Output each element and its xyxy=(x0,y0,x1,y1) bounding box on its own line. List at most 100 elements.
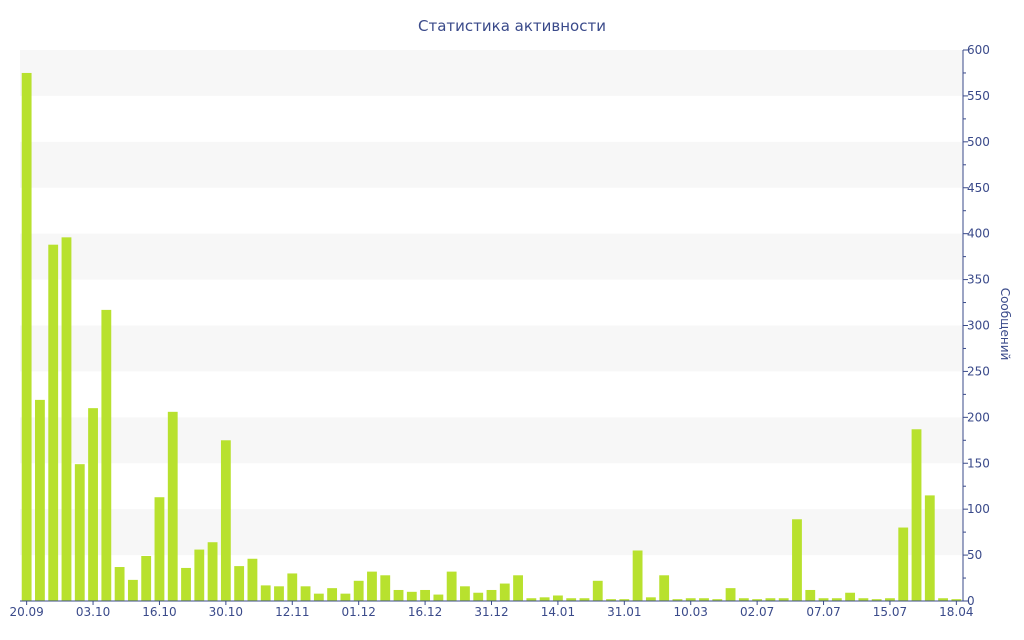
x-tick-label: 14.01 xyxy=(541,605,575,619)
bar xyxy=(672,599,683,601)
x-tick-label: 01.12 xyxy=(342,605,376,619)
bar xyxy=(539,597,550,601)
bar xyxy=(446,571,457,601)
bar xyxy=(778,598,789,601)
bar xyxy=(220,440,231,601)
grid-band xyxy=(20,417,963,464)
bar xyxy=(181,567,191,601)
y-tick-label: 100 xyxy=(967,502,990,516)
bar xyxy=(938,598,948,601)
bar xyxy=(247,558,258,601)
y-tick-label: 350 xyxy=(967,273,990,287)
bar xyxy=(632,550,643,601)
bar xyxy=(513,575,523,601)
bar xyxy=(101,309,112,601)
bar xyxy=(207,542,218,601)
y-tick-label: 200 xyxy=(967,410,990,424)
x-tick-label: 31.12 xyxy=(474,605,508,619)
bar xyxy=(924,495,935,601)
y-tick-label: 550 xyxy=(967,89,990,103)
bar xyxy=(127,579,138,601)
bar xyxy=(234,566,245,601)
y-tick-label: 250 xyxy=(967,364,990,378)
grid-band xyxy=(20,50,963,96)
bar xyxy=(353,580,364,601)
x-tick-label: 07.07 xyxy=(806,605,840,619)
bar xyxy=(274,586,284,601)
bar xyxy=(738,598,749,601)
bar xyxy=(340,593,351,601)
bar xyxy=(592,580,603,601)
bar xyxy=(712,599,723,601)
bar-series xyxy=(21,72,962,602)
bar xyxy=(327,588,338,601)
y-axis: 0 50 100 150 200 250 300 350 400 450 500 550 600 xyxy=(962,43,990,608)
y-tick-label: 300 xyxy=(967,319,990,333)
bar xyxy=(260,585,271,601)
bar xyxy=(367,571,377,601)
y-tick-label: 400 xyxy=(967,227,990,241)
x-tick-label: 12.11 xyxy=(275,605,309,619)
bar xyxy=(659,575,670,601)
bar xyxy=(911,429,922,601)
bar xyxy=(141,556,152,601)
bar xyxy=(48,244,59,602)
bar xyxy=(579,598,590,601)
x-tick-label: 10.03 xyxy=(674,605,708,619)
bar xyxy=(380,575,391,601)
bar xyxy=(805,589,816,601)
y-tick-label: 50 xyxy=(967,548,982,562)
x-tick-label: 15.07 xyxy=(873,605,907,619)
bar xyxy=(393,589,404,601)
bar xyxy=(433,594,444,601)
x-axis: 20.09 03.10 16.10 30.10 12.11 01.12 16.12 31.12… xyxy=(9,600,974,619)
bar xyxy=(845,592,856,601)
bar xyxy=(951,599,962,601)
bar xyxy=(858,598,869,601)
bar xyxy=(61,237,72,601)
bar xyxy=(792,519,802,601)
x-tick-label: 02.07 xyxy=(740,605,774,619)
y-tick-label: 600 xyxy=(967,43,990,57)
grid-band xyxy=(20,325,963,372)
bar xyxy=(871,599,882,601)
bar xyxy=(35,399,45,601)
y-tick-label: 500 xyxy=(967,135,990,149)
x-tick-label: 16.12 xyxy=(408,605,442,619)
bar xyxy=(114,567,125,601)
x-tick-label: 16.10 xyxy=(142,605,176,619)
bar xyxy=(885,598,895,601)
bar xyxy=(606,599,616,601)
bar xyxy=(831,598,842,601)
bar xyxy=(765,598,776,601)
bar xyxy=(154,497,165,601)
bar xyxy=(499,583,510,601)
bar xyxy=(313,593,324,601)
bar xyxy=(818,598,829,601)
bar xyxy=(898,527,909,601)
grid-bands xyxy=(20,50,963,556)
bar xyxy=(74,464,85,601)
bar xyxy=(460,586,470,601)
bar xyxy=(619,599,630,601)
x-tick-label: 30.10 xyxy=(209,605,243,619)
bar xyxy=(699,598,709,601)
bar xyxy=(88,408,98,601)
bar xyxy=(287,573,298,601)
bar xyxy=(194,549,205,601)
y-axis-label: Сообщений xyxy=(998,288,1012,361)
bar xyxy=(300,586,311,601)
bar xyxy=(725,588,736,601)
y-tick-label: 450 xyxy=(967,181,990,195)
x-tick-label: 03.10 xyxy=(76,605,110,619)
bar xyxy=(526,598,537,601)
y-tick-label: 0 xyxy=(967,594,975,608)
x-tick-label: 31.01 xyxy=(607,605,641,619)
bar xyxy=(21,72,32,602)
bar xyxy=(645,597,656,601)
bar xyxy=(406,591,417,601)
bar xyxy=(552,595,563,601)
x-tick-label: 18.04 xyxy=(939,605,973,619)
bar xyxy=(473,592,484,601)
